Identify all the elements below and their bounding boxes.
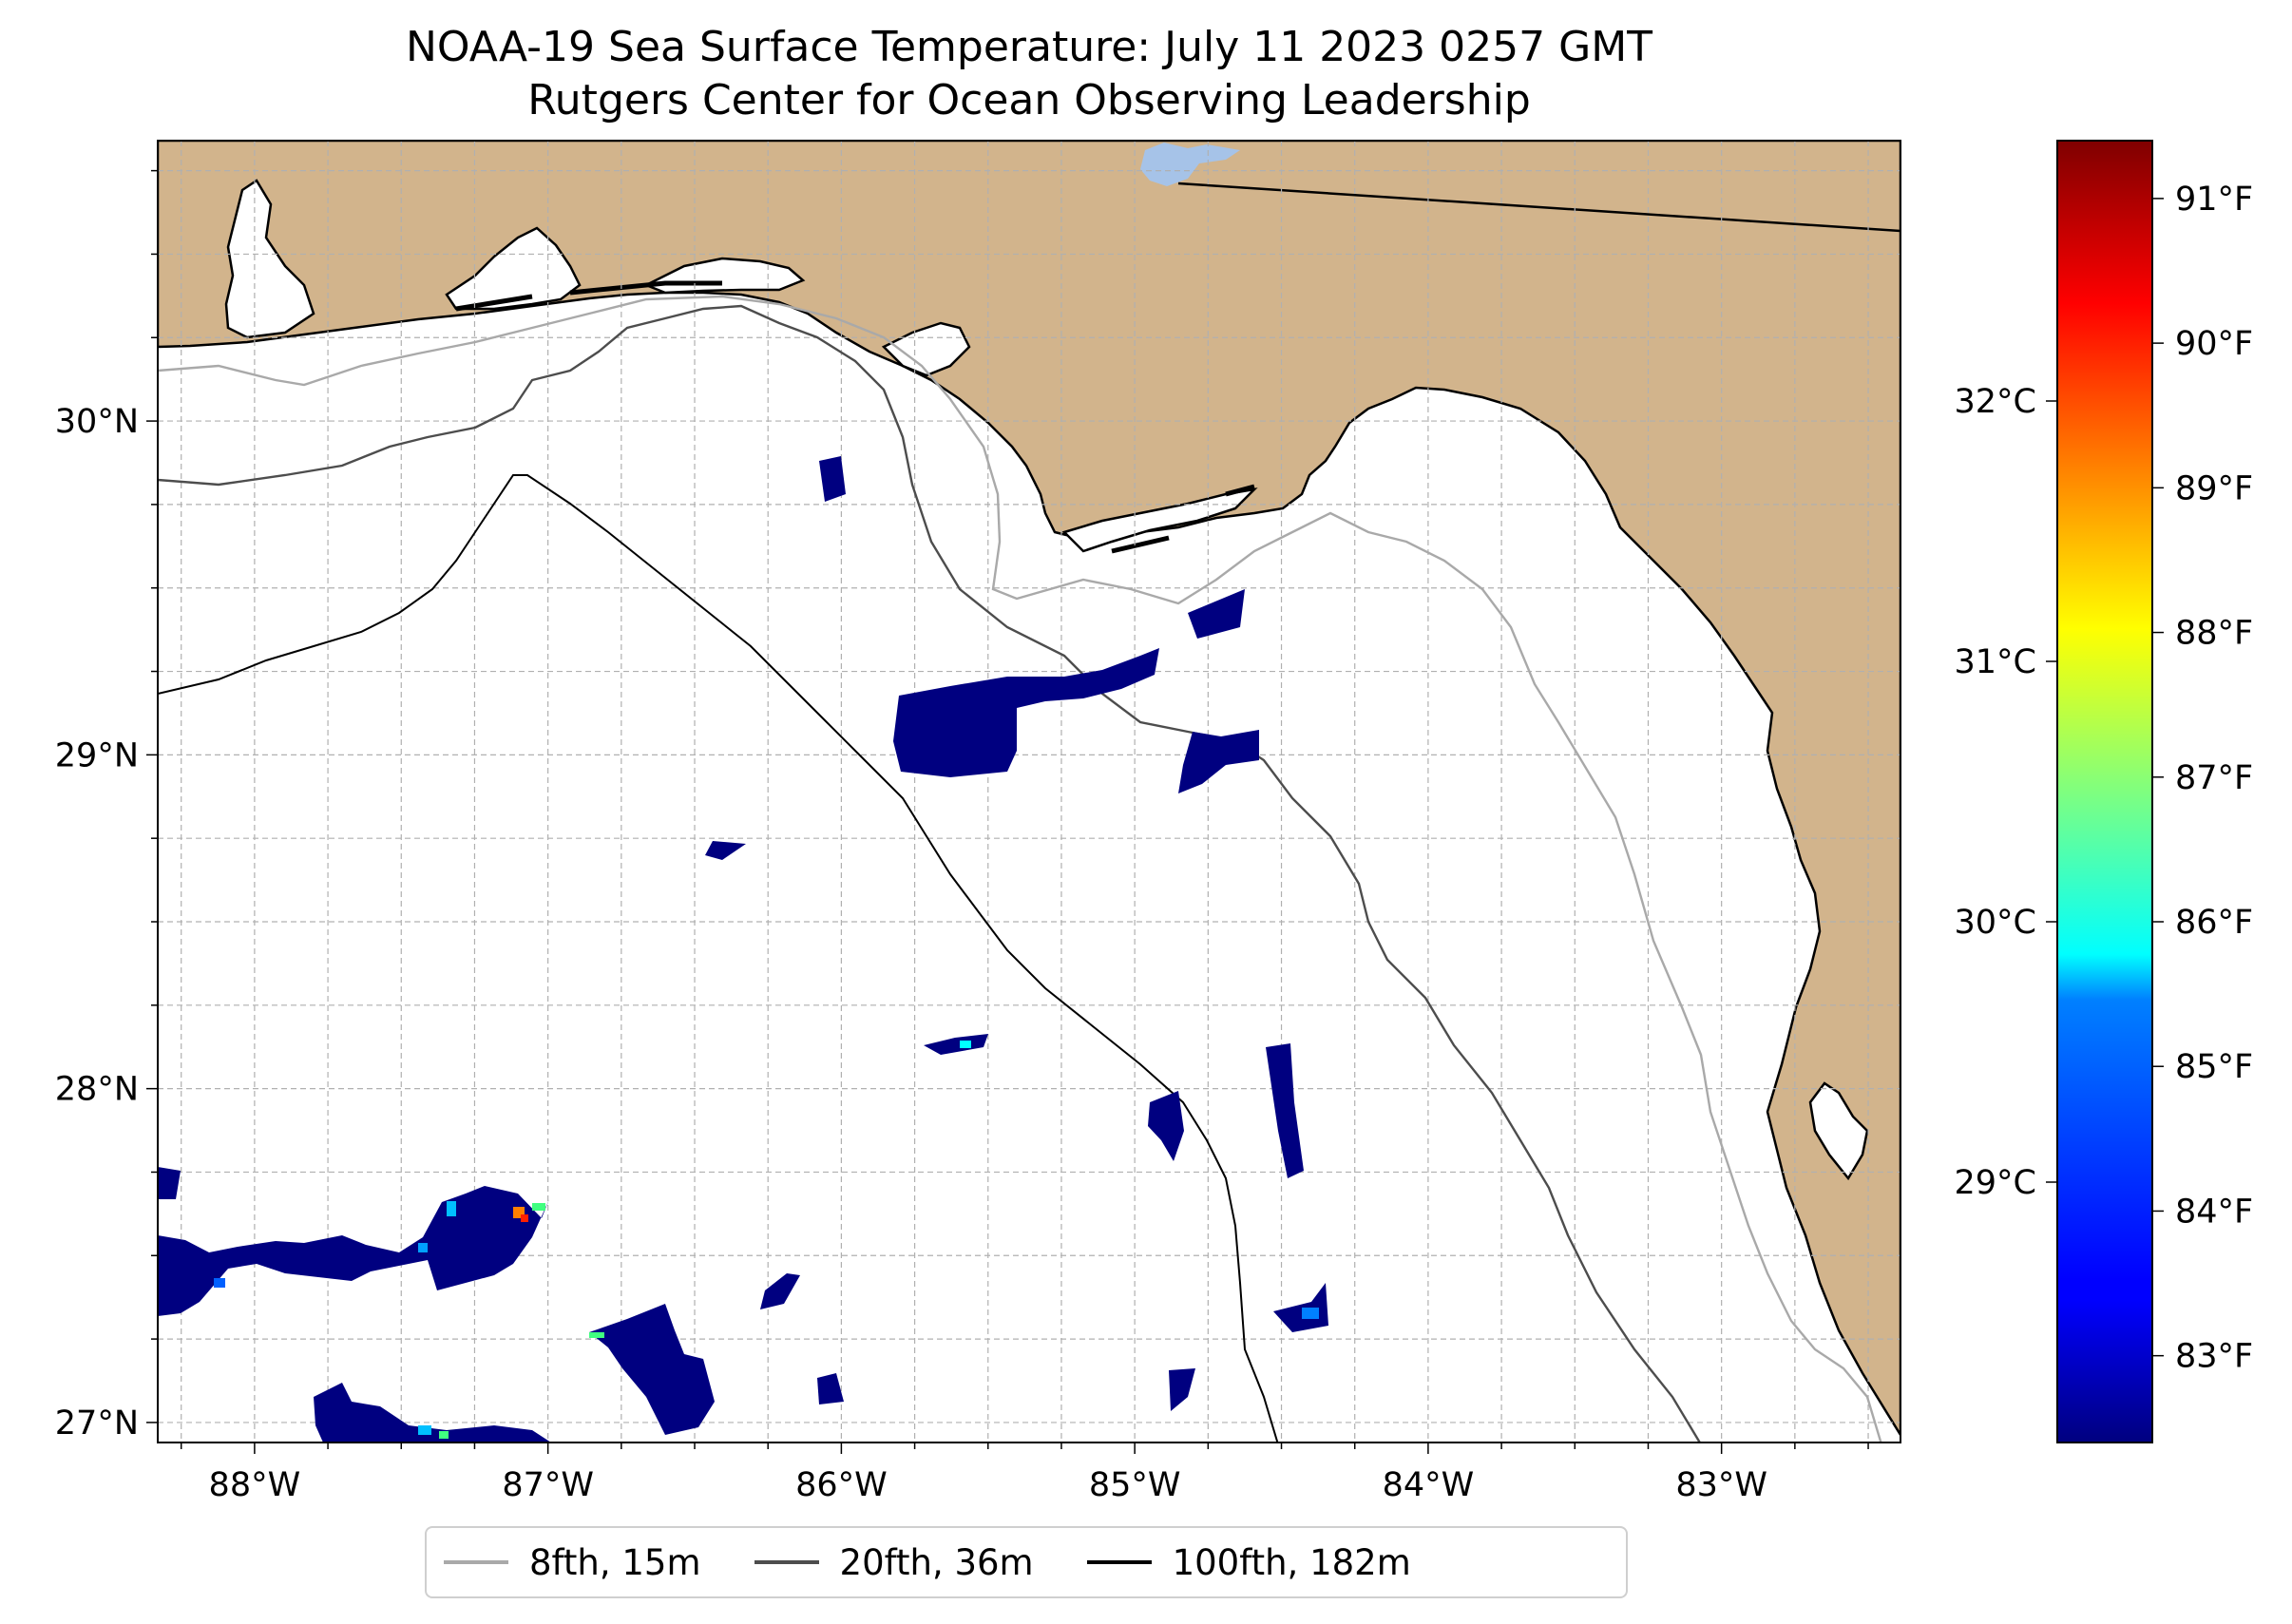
lat-tick-label: 29°N: [55, 736, 139, 774]
map-subtitle: Rutgers Center for Ocean Observing Leade…: [527, 76, 1531, 124]
legend-item-100fth: 100fth, 182m: [1086, 1541, 1411, 1583]
legend-label-8fth: 8fth, 15m: [529, 1541, 701, 1583]
colorbar-label-c: 32°C: [1955, 383, 2036, 421]
colorbar-label-f: 84°F: [2175, 1193, 2253, 1231]
sst-warm-pixel: [214, 1278, 225, 1288]
isobath-100fth: [158, 474, 1279, 1442]
lat-tick-label: 28°N: [55, 1071, 139, 1109]
sst-warm-pixel: [532, 1203, 545, 1211]
sst-patch: [819, 456, 846, 502]
sst-patch: [1266, 1043, 1304, 1178]
sst-patch: [705, 841, 746, 860]
legend-swatch-8fth: [444, 1560, 508, 1564]
legend-label-20fth: 20fth, 36m: [839, 1541, 1034, 1583]
legend-swatch-20fth: [754, 1560, 819, 1564]
colorbar-label-f: 88°F: [2175, 615, 2253, 653]
legend-swatch-100fth: [1086, 1560, 1152, 1564]
sst-patch: [158, 1167, 181, 1199]
gridlines: [158, 141, 1900, 1442]
colorbar-label-f: 85°F: [2175, 1048, 2253, 1086]
st-andrews-bay: [881, 321, 971, 377]
sst-patch: [158, 1186, 549, 1316]
sst-patch: [314, 1383, 551, 1442]
colorbar-label-f: 86°F: [2175, 904, 2253, 942]
sst-patch: [1188, 589, 1245, 639]
sst-warm-pixel: [1302, 1308, 1319, 1319]
sst-patch: [893, 648, 1159, 777]
barrier-islands: [455, 280, 1255, 554]
legend-label-100fth: 100fth, 182m: [1172, 1541, 1411, 1583]
colorbar-ticks: 83°F 84°F 85°F 86°F 87°F 88°F 89°F 90°F 91°F 29°C…: [1955, 181, 2254, 1376]
colorbar-label-f: 87°F: [2175, 759, 2253, 797]
sst-patches: [158, 456, 1328, 1442]
legend-item-8fth: 8fth, 15m: [444, 1542, 701, 1583]
sst-patch: [1169, 1368, 1195, 1411]
colorbar: [2056, 140, 2153, 1443]
lon-tick-label: 85°W: [1089, 1466, 1181, 1504]
sst-warm-pixel: [418, 1243, 428, 1252]
sst-warm-pixel: [447, 1201, 456, 1216]
mobile-bay: [224, 179, 315, 339]
lon-tick-label: 88°W: [209, 1466, 301, 1504]
tampa-bay: [1808, 1081, 1869, 1181]
sst-warm-pixel: [589, 1332, 604, 1338]
isobath-8fth: [158, 295, 1882, 1442]
lake: [1140, 143, 1240, 186]
map-frame: [157, 140, 1901, 1443]
lon-tick-label: 83°W: [1675, 1466, 1767, 1504]
colorbar-label-c: 29°C: [1955, 1164, 2036, 1202]
sst-patch: [1273, 1283, 1328, 1332]
colorbar-label-c: 31°C: [1955, 643, 2036, 681]
sst-warm-pixel: [521, 1214, 528, 1222]
colorbar-label-f: 90°F: [2175, 325, 2253, 363]
legend-item-20fth: 20fth, 36m: [754, 1542, 1034, 1583]
sst-warm-pixel: [418, 1425, 431, 1435]
lon-tick-label: 84°W: [1383, 1466, 1475, 1504]
sst-warm-pixel: [960, 1041, 971, 1048]
sst-patch: [817, 1373, 844, 1404]
lon-tick-label: 86°W: [795, 1466, 888, 1504]
sst-patch: [1148, 1091, 1184, 1161]
isobath-20fth: [158, 304, 1702, 1442]
axis-ticks: 88°W 87°W 86°W 85°W 84°W 83°W 30°N 29°N 28°N 27°N: [55, 169, 1869, 1504]
sst-patch: [589, 1304, 715, 1435]
colorbar-label-c: 30°C: [1955, 904, 2036, 942]
sst-patch: [1178, 730, 1259, 793]
lat-tick-label: 30°N: [55, 403, 139, 441]
pensacola-bay: [445, 226, 582, 311]
colorbar-label-f: 89°F: [2175, 469, 2253, 507]
colorbar-label-f: 83°F: [2175, 1338, 2253, 1376]
state-border: [1177, 182, 1900, 233]
land-area: [158, 141, 1900, 1438]
isobath-legend: 8fth, 15m 20fth, 36m 100fth, 182m: [425, 1526, 1628, 1598]
lat-tick-label: 27°N: [55, 1404, 139, 1442]
sst-patch: [760, 1273, 800, 1309]
sst-patch: [924, 1034, 988, 1055]
map-title: NOAA-19 Sea Surface Temperature: July 11…: [405, 23, 1653, 71]
colorbar-label-f: 91°F: [2175, 181, 2253, 219]
sst-warm-pixel: [439, 1431, 449, 1439]
lon-tick-label: 87°W: [502, 1466, 594, 1504]
